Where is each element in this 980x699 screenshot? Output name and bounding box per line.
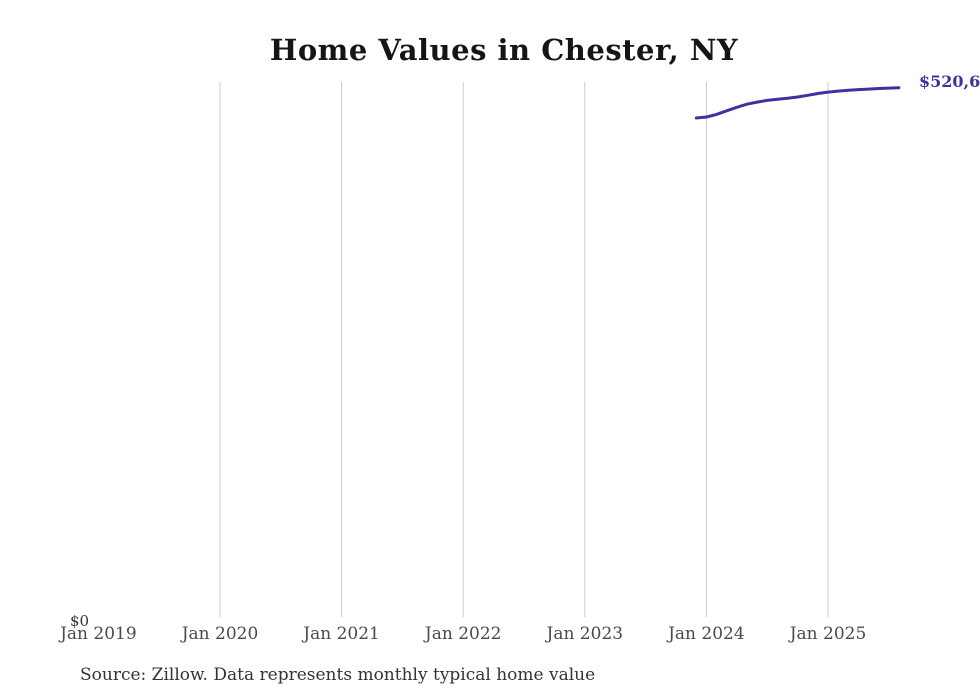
x-tick-label: Jan 2022 <box>424 624 502 644</box>
x-tick-label: Jan 2019 <box>60 624 137 644</box>
chart-title: Home Values in Chester, NY <box>269 33 739 67</box>
x-tick-label: Jan 2025 <box>789 624 867 644</box>
gridlines-group <box>219 82 829 617</box>
source-note: Source: Zillow. Data represents monthly … <box>80 665 596 685</box>
x-tick-label: Jan 2021 <box>303 624 380 644</box>
x-tick-label: Jan 2023 <box>546 624 624 644</box>
y-axis-zero-label: $0 <box>70 612 90 630</box>
x-tick-label: Jan 2020 <box>181 624 259 644</box>
end-value-label: $520,62 <box>919 72 980 91</box>
x-tick-label: Jan 2024 <box>668 624 745 644</box>
home-value-line <box>694 86 901 120</box>
